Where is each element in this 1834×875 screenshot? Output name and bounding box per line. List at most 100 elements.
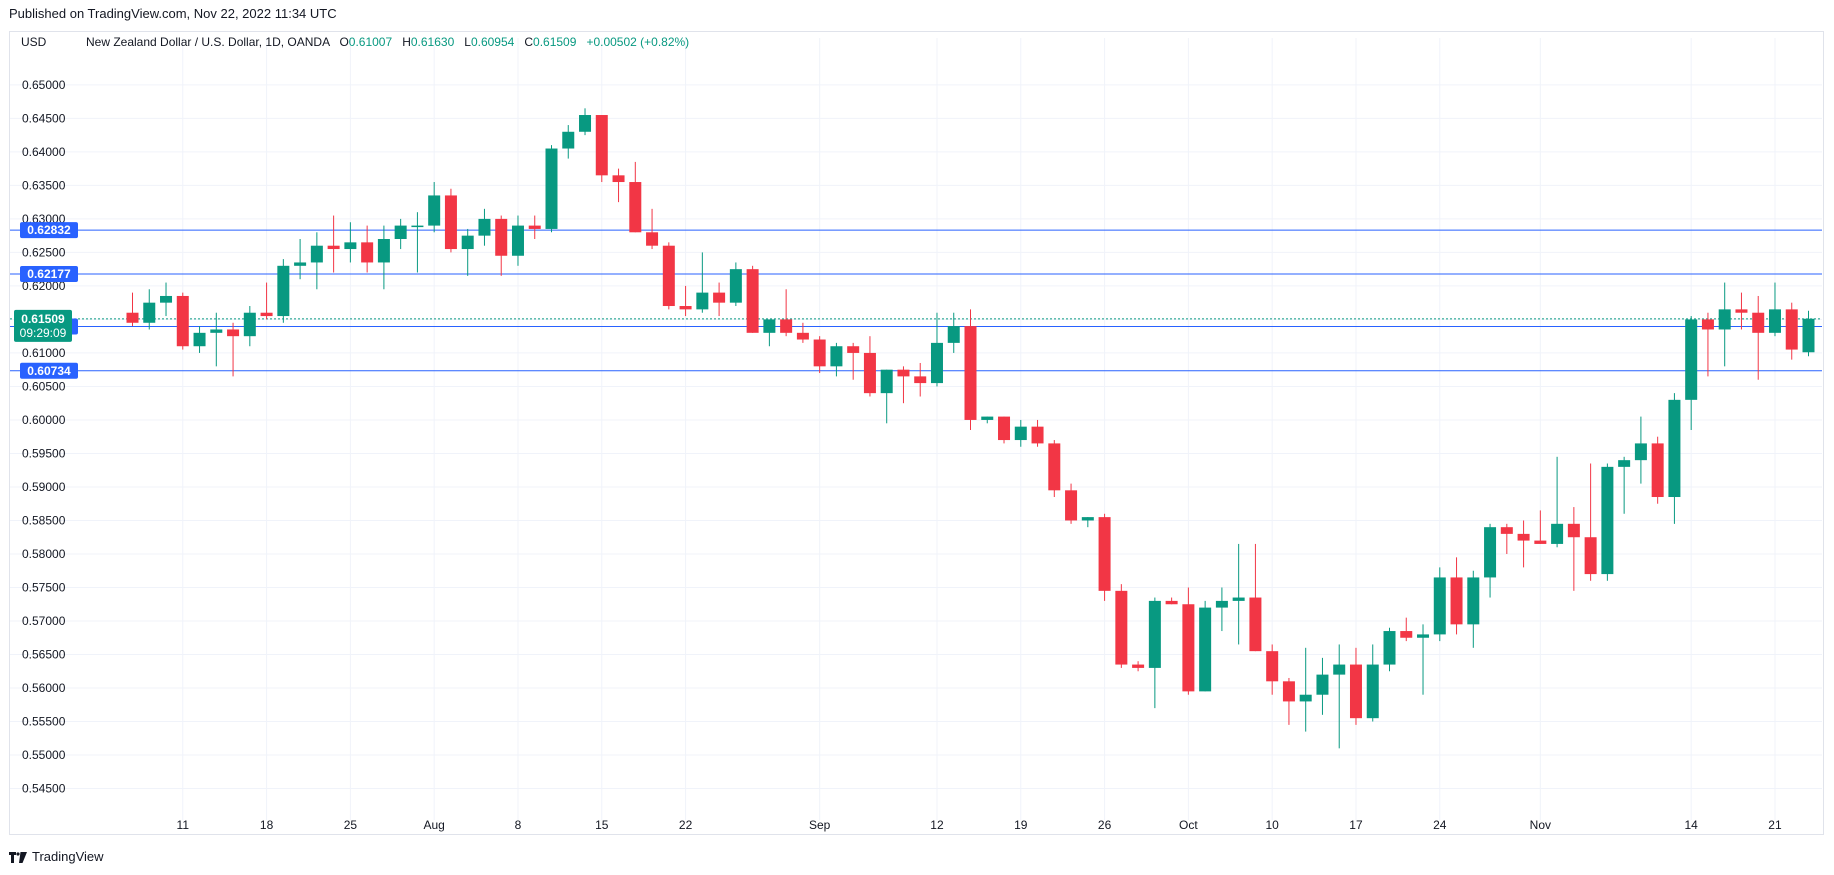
candle-down [260,312,273,317]
x-tick-label: 19 [1014,818,1028,832]
currency-unit-label: USD [21,35,47,49]
x-tick-label: 17 [1349,818,1363,832]
candle-up [579,115,592,132]
candle-up [411,225,424,228]
last-price-label: 0.61509 [21,312,65,326]
candle-down [1584,537,1597,575]
x-tick-label: 26 [1098,818,1112,832]
candle-down [1651,443,1664,498]
level-price-label: 0.62832 [27,223,71,237]
candle-up [1601,466,1614,575]
x-tick-label: 14 [1685,818,1699,832]
candle-up [210,329,223,333]
candle-up [562,131,575,149]
candle-up [1316,674,1329,695]
candle-up [930,342,943,384]
candle-up [830,346,843,367]
candle-up [394,225,407,239]
candle-up [981,416,994,420]
y-tick-label: 0.61000 [22,346,66,360]
symbol-description: New Zealand Dollar / U.S. Dollar, 1D, OA… [86,35,330,49]
candle-up [1199,607,1212,692]
y-tick-label: 0.64000 [22,145,66,159]
candle-down [780,319,793,333]
candle-down [1132,664,1145,668]
candle-up [1802,318,1815,353]
candle-down [1031,426,1044,444]
candle-up [1467,577,1480,625]
low-value: 0.60954 [470,35,515,49]
candle-up [143,302,156,323]
candle-up [1551,523,1564,544]
x-tick-label: 10 [1266,818,1280,832]
x-tick-label: 15 [595,818,609,832]
y-tick-label: 0.62000 [22,279,66,293]
candle-up [1215,600,1228,608]
candle-up [277,265,290,317]
x-tick-label: 25 [344,818,358,832]
x-tick-label: 18 [260,818,274,832]
y-tick-label: 0.62500 [22,245,66,259]
candle-down [1517,533,1530,541]
y-tick-label: 0.59500 [22,446,66,460]
x-tick-label: 24 [1433,818,1447,832]
candle-down [1752,312,1765,333]
candle-up [1685,319,1698,400]
candle-down [327,245,340,250]
candle-up [428,195,441,226]
x-tick-label: 8 [515,818,522,832]
candle-down [897,369,910,377]
candle-down [662,245,675,307]
close-value: 0.61509 [533,35,577,49]
candle-up [1417,634,1430,638]
candle-down [998,416,1011,441]
open-label: O [339,35,349,49]
candle-up [310,245,323,263]
x-tick-label: 12 [930,818,944,832]
y-tick-label: 0.56000 [22,681,66,695]
candle-up [1333,664,1346,675]
candle-down [713,292,726,303]
candle-down [1349,664,1362,719]
candle-down [361,242,374,263]
candle-down [126,312,139,323]
candle-down [1182,604,1195,692]
candle-down [679,306,692,310]
candle-up [696,292,709,310]
y-tick-label: 0.55000 [22,748,66,762]
chart-frame[interactable] [9,31,1824,835]
candle-up [880,369,893,394]
candle-down [227,329,240,337]
candle-down [1282,681,1295,702]
candle-down [1450,577,1463,625]
x-tick-label: Nov [1530,818,1551,832]
y-tick-label: 0.60500 [22,379,66,393]
candle-up [1768,309,1781,333]
candle-down [1115,590,1128,665]
level-price-tag [20,222,78,239]
y-tick-label: 0.56500 [22,648,66,662]
x-tick-label: Sep [809,818,831,832]
candle-up [344,242,357,250]
x-tick-label: Aug [424,818,445,832]
x-tick-label: 22 [679,818,693,832]
y-tick-label: 0.60000 [22,413,66,427]
candle-up [511,225,524,256]
y-tick-label: 0.58500 [22,513,66,527]
bar-countdown-label: 09:29:09 [20,326,67,340]
candle-down [1735,309,1748,313]
x-tick-label: 11 [177,818,190,832]
candle-down [1165,600,1178,605]
level-price-tag [20,266,78,283]
chart-legend: New Zealand Dollar / U.S. Dollar, 1D, OA… [86,35,689,49]
candle-down [796,332,809,340]
candle-up [478,218,491,236]
candle-down [914,376,927,384]
candle-up [1433,577,1446,635]
candle-down [847,346,860,353]
high-label: H [402,35,411,49]
candle-down [863,352,876,394]
candle-up [729,269,742,303]
candle-down [1098,517,1111,591]
